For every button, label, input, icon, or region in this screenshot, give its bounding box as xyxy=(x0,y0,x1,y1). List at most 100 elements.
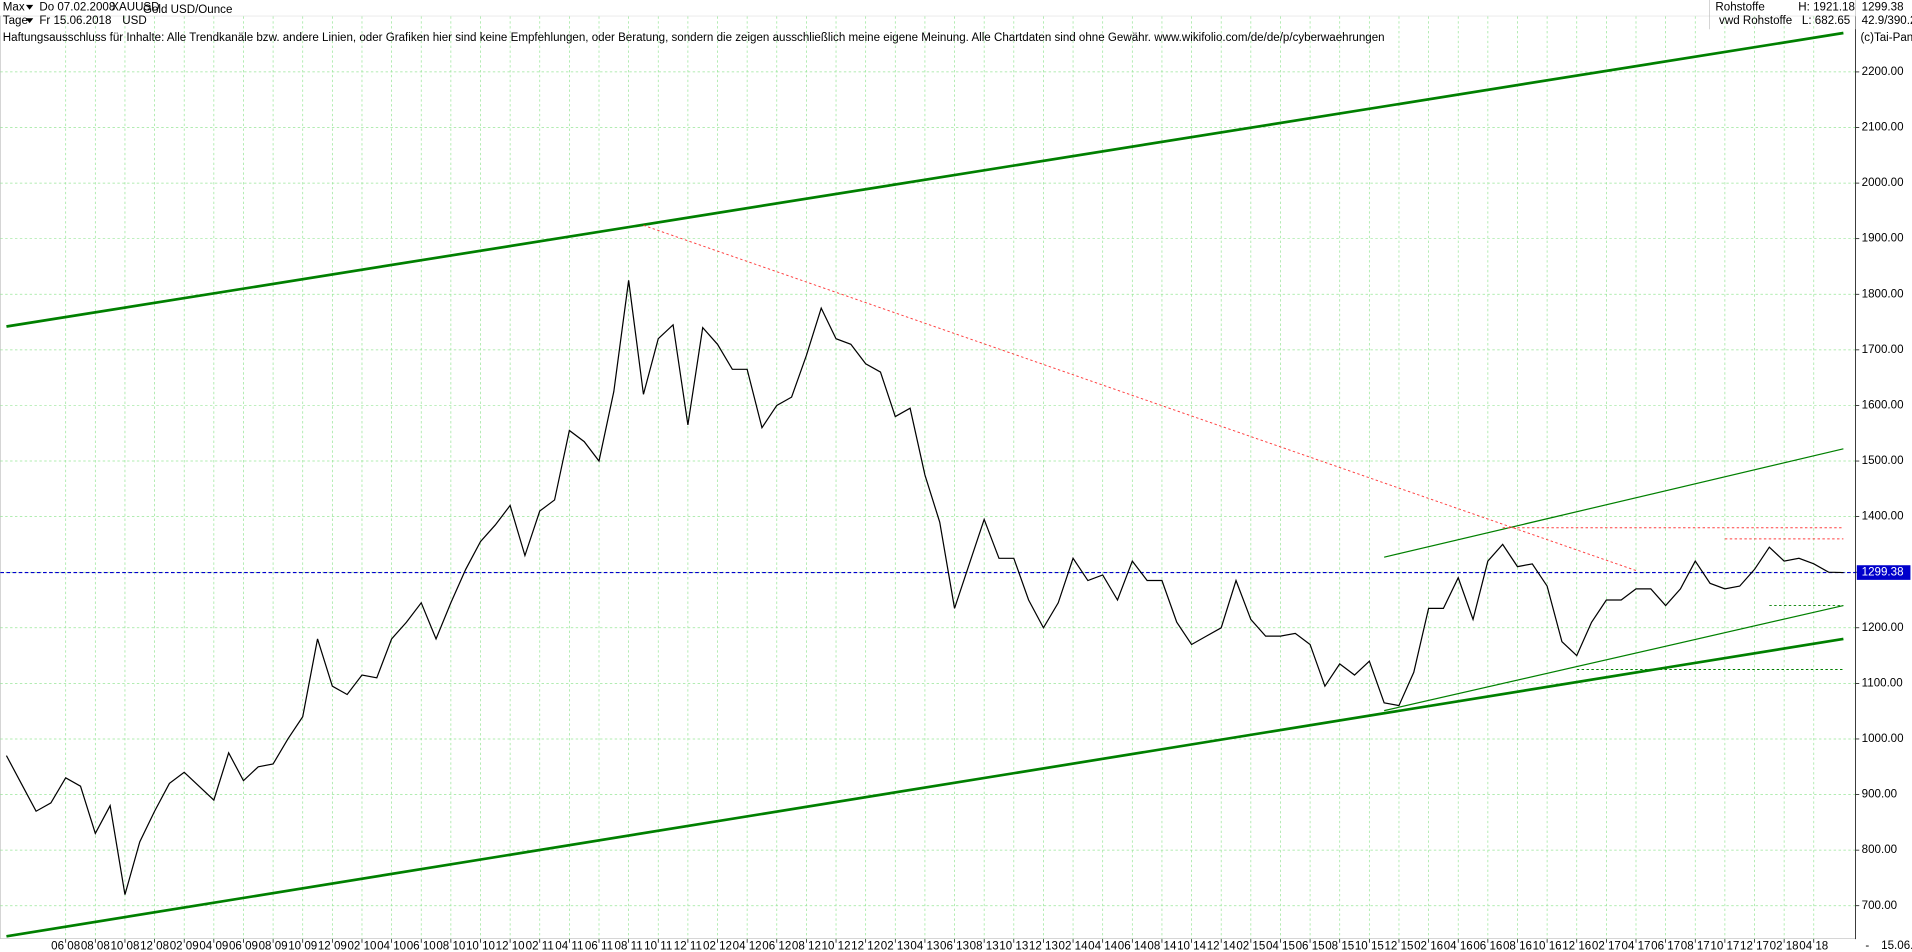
x-tick-label: 12 13 xyxy=(1029,940,1058,952)
x-tick-label: 12 14 xyxy=(1207,940,1237,952)
low: L: 682.65 xyxy=(1802,15,1850,27)
x-tick-label: 08 09 xyxy=(259,940,288,952)
x-tick-label: 08 11 xyxy=(615,940,643,952)
y-tick-label: 700.00 xyxy=(1862,900,1897,912)
last-price-box xyxy=(1856,565,1911,580)
x-tick-label: 08 10 xyxy=(436,940,465,952)
x-tick-label: 08 08 xyxy=(81,940,110,952)
y-tick-label: 1200.00 xyxy=(1862,622,1904,634)
ratio: 42.9/390.2 xyxy=(1862,15,1912,27)
x-tick-label: 02 16 xyxy=(1414,940,1443,952)
x-tick-label: 12 16 xyxy=(1562,940,1591,952)
y-tick-label: 2200.00 xyxy=(1862,66,1904,78)
x-tick-label: 10 09 xyxy=(288,940,317,952)
dash: - xyxy=(1865,940,1869,952)
header-band xyxy=(0,0,1912,16)
price-line xyxy=(5,280,1844,895)
high: H: 1921.18 xyxy=(1798,1,1855,13)
x-tick-label: 06 12 xyxy=(762,940,791,952)
x-tick-label: 10 12 xyxy=(822,940,851,952)
x-tick-label: 02 09 xyxy=(170,940,199,952)
x-tick-label: 06 10 xyxy=(407,940,436,952)
y-tick-label: 800.00 xyxy=(1862,844,1897,856)
x-tick-label: 06 14 xyxy=(1118,940,1148,952)
x-tick-label: 10 11 xyxy=(644,940,672,952)
group: Rohstoffe xyxy=(1715,1,1764,13)
instrument-name: Gold USD/Ounce xyxy=(143,4,232,16)
x-tick-label: 02 10 xyxy=(347,940,376,952)
y-tick-label: 1700.00 xyxy=(1862,344,1904,356)
y-tick-label: 2000.00 xyxy=(1862,177,1904,189)
x-tick-label: 12 15 xyxy=(1384,940,1413,952)
y-tick-label: 1100.00 xyxy=(1862,677,1903,689)
x-tick-label: 08 14 xyxy=(1147,940,1177,952)
end-short-date: 15.06.18 xyxy=(1881,940,1912,952)
x-tick-label: 02 18 xyxy=(1770,940,1799,952)
x-tick-label: 12 08 xyxy=(140,940,169,952)
x-tick-label: 08 16 xyxy=(1503,940,1532,952)
x-tick-label: 06 17 xyxy=(1651,940,1680,952)
dropdown-arrow xyxy=(25,18,34,24)
y-tick-label: 1500.00 xyxy=(1862,455,1904,467)
y-tick-label: 1000.00 xyxy=(1862,733,1904,745)
x-tick-label: 04 16 xyxy=(1444,940,1473,952)
x-tick-label: 04 14 xyxy=(1088,940,1118,952)
x-tick-label: 06 15 xyxy=(1296,940,1325,952)
x-tick-label: 10 08 xyxy=(110,940,139,952)
x-tick-label: 04 18 xyxy=(1799,940,1828,952)
trend-line xyxy=(6,637,1844,938)
plot-layer xyxy=(0,16,1860,943)
x-tick-label: 04 12 xyxy=(733,940,762,952)
x-tick-label: 04 13 xyxy=(910,940,939,952)
x-tick-label: 02 15 xyxy=(1236,940,1265,952)
x-tick-label: 02 17 xyxy=(1592,940,1621,952)
y-tick-label: 2100.00 xyxy=(1862,122,1904,134)
dropdown-arrow xyxy=(25,4,34,10)
x-tick-label: 06 08 xyxy=(51,940,80,952)
trend-line xyxy=(1384,604,1844,712)
x-tick-label: 08 13 xyxy=(970,940,999,952)
symbol: XAUUSD xyxy=(111,1,159,13)
x-tick-label: 06 09 xyxy=(229,940,258,952)
end-date: Fr 15.06.2018 xyxy=(39,15,111,27)
x-tick-label: 12 11 xyxy=(674,940,702,952)
x-tick-label: 02 14 xyxy=(1059,940,1089,952)
plot-area xyxy=(0,15,1856,939)
x-tick-label: 06 16 xyxy=(1473,940,1502,952)
x-tick-label: 10 13 xyxy=(999,940,1028,952)
y-tick-label: 900.00 xyxy=(1862,789,1897,801)
y-tick-label: 1800.00 xyxy=(1862,288,1904,300)
x-tick-label: 02 13 xyxy=(881,940,910,952)
x-tick-label: 06 13 xyxy=(940,940,969,952)
x-tick-label: 10 15 xyxy=(1355,940,1384,952)
disclaimer: Haftungsausschluss für Inhalte: Alle Tre… xyxy=(3,32,1385,44)
source: vwd Rohstoffe xyxy=(1719,15,1792,27)
x-tick-label: 08 15 xyxy=(1325,940,1354,952)
y-tick-label: 1900.00 xyxy=(1862,233,1904,245)
x-tick-label: 12 10 xyxy=(496,940,525,952)
last-price: 1299.38 xyxy=(1862,1,1904,13)
trend-line xyxy=(1384,448,1844,558)
x-tick-label: 10 14 xyxy=(1177,940,1207,952)
x-tick-label: 02 11 xyxy=(526,940,554,952)
copyright: (c)Tai-Pan xyxy=(1860,32,1912,44)
x-tick-label: 04 10 xyxy=(377,940,406,952)
range-selector[interactable]: Max xyxy=(3,1,25,13)
x-tick-label: 08 17 xyxy=(1681,940,1710,952)
y-tick-label: 1600.00 xyxy=(1862,400,1904,412)
x-tick-label: 04 17 xyxy=(1622,940,1651,952)
x-tick-label: 04 15 xyxy=(1266,940,1295,952)
x-tick-label: 04 09 xyxy=(199,940,228,952)
x-tick-label: 06 11 xyxy=(585,940,613,952)
y-tick-label: 1400.00 xyxy=(1862,511,1904,523)
last-price-label: 1299.38 xyxy=(1862,567,1904,579)
x-tick-label: 10 17 xyxy=(1710,940,1739,952)
x-tick-label: 04 11 xyxy=(555,940,583,952)
x-tick-label: 02 12 xyxy=(703,940,732,952)
x-tick-label: 08 12 xyxy=(792,940,821,952)
x-tick-label: 12 12 xyxy=(851,940,880,952)
x-tick-label: 10 16 xyxy=(1533,940,1562,952)
period-selector[interactable]: Tage xyxy=(3,15,28,27)
